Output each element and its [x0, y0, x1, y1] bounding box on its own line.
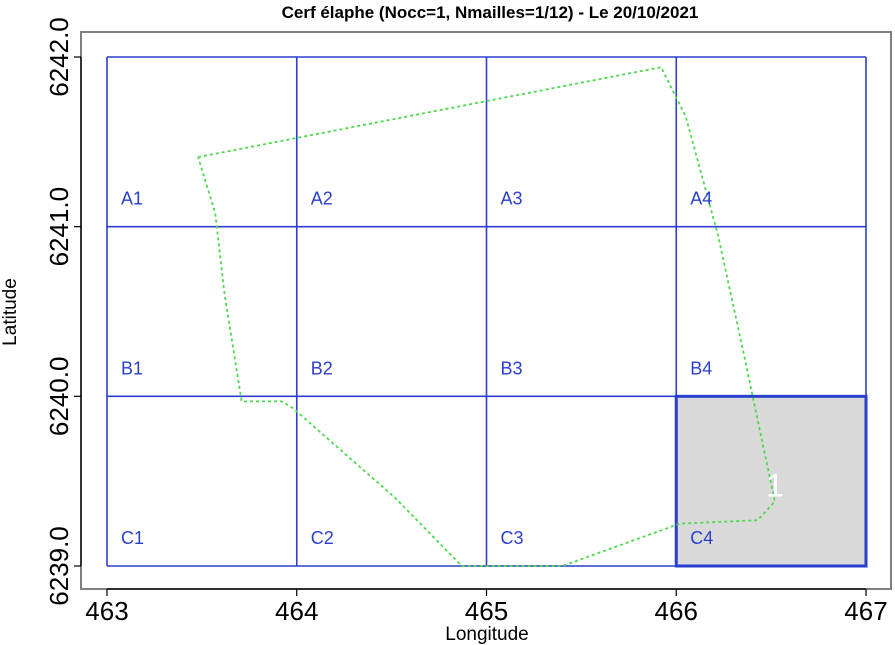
cell-label-c3: C3	[501, 528, 524, 548]
x-tick-label: 467	[844, 596, 887, 626]
chart-title: Cerf élaphe (Nocc=1, Nmailles=1/12) - Le…	[282, 3, 699, 22]
occurrence-count-c4: 1	[766, 467, 784, 503]
x-axis-ticks: 463 464 465 466 467	[85, 589, 888, 626]
cell-label-b2: B2	[311, 358, 333, 378]
y-tick-label: 6239.0	[44, 526, 74, 606]
x-tick-label: 465	[465, 596, 508, 626]
cell-label-c2: C2	[311, 528, 334, 548]
cell-label-b1: B1	[121, 358, 143, 378]
x-tick-label: 464	[275, 596, 318, 626]
cell-label-b3: B3	[501, 358, 523, 378]
cell-label-a1: A1	[121, 189, 143, 209]
cell-label-b4: B4	[690, 358, 712, 378]
y-tick-label: 6241.0	[44, 187, 74, 267]
y-tick-label: 6240.0	[44, 357, 74, 437]
cell-label-c4: C4	[690, 528, 713, 548]
boundary-line	[197, 66, 776, 567]
cell-label-a2: A2	[311, 189, 333, 209]
y-tick-label: 6242.0	[44, 17, 74, 97]
x-tick-label: 466	[655, 596, 698, 626]
occurrence-counts: 1	[766, 467, 784, 503]
x-axis-label: Longitude	[445, 624, 528, 645]
cell-label-a4: A4	[690, 189, 712, 209]
y-axis-label: Latitude	[0, 278, 21, 346]
x-tick-label: 463	[85, 596, 128, 626]
cell-label-a3: A3	[501, 189, 523, 209]
study-area-boundary	[197, 66, 776, 567]
y-axis-ticks: 6239.0 6240.0 6241.0 6242.0	[44, 17, 81, 606]
cell-label-c1: C1	[121, 528, 144, 548]
cell-labels: A1 A2 A3 A4 B1 B2 B3 B4 C1 C2 C3 C4	[121, 189, 713, 548]
